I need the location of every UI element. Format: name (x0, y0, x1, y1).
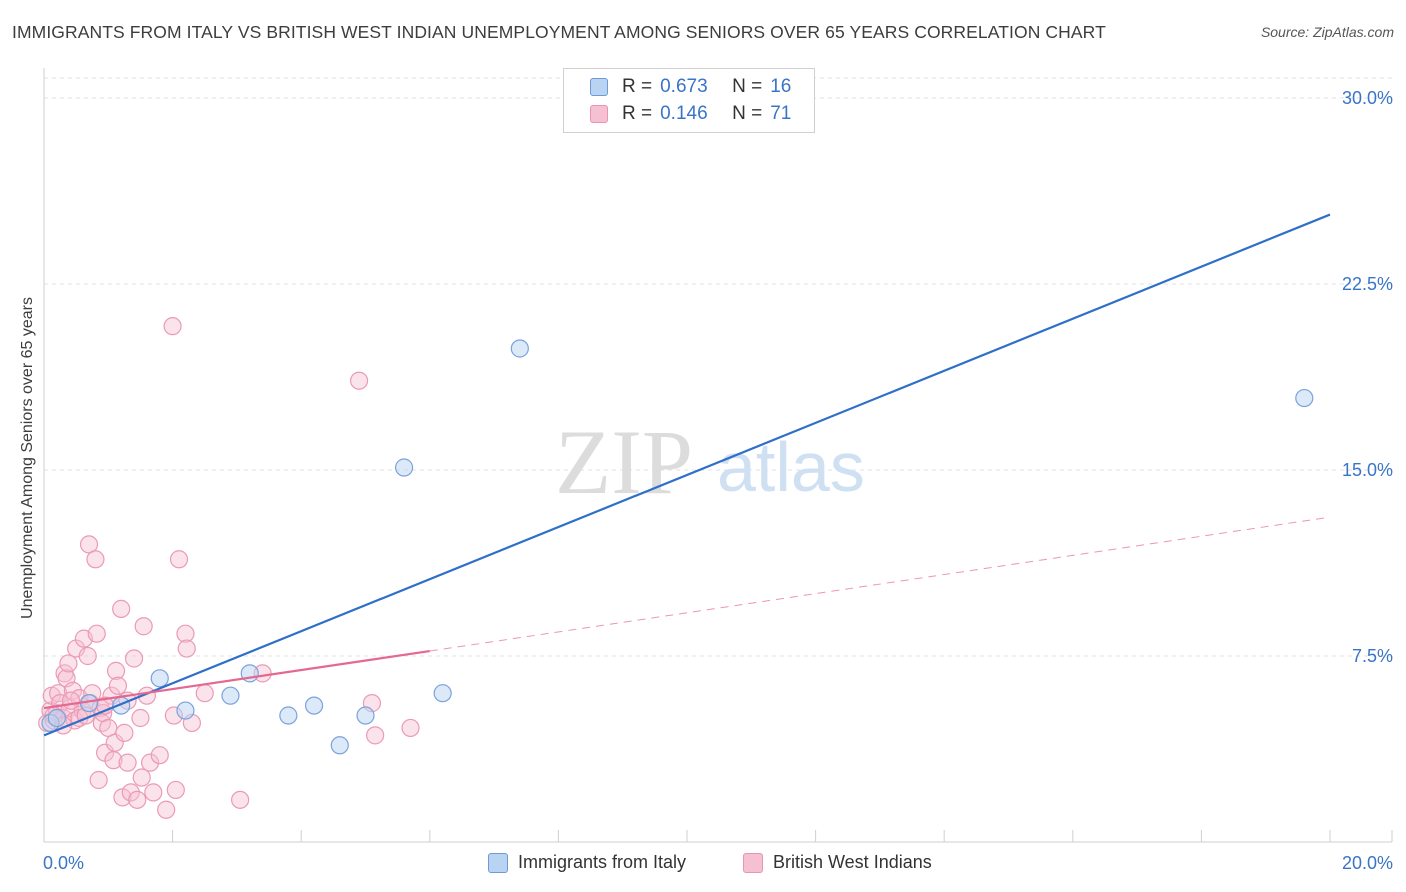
italy-point (279, 706, 298, 725)
italy-point (433, 684, 452, 703)
italy-point (1295, 388, 1314, 408)
legend-row-italy: R = 0.673 N = 16 (590, 76, 791, 98)
watermark: ZIP atlas (555, 411, 865, 513)
bwi-point (134, 617, 153, 636)
bwi-point (89, 770, 108, 790)
legend-r-value: 0.146 (660, 103, 708, 124)
italy-point (221, 686, 240, 705)
axes (43, 68, 1393, 843)
bwi-point (144, 783, 163, 802)
italy-point (394, 458, 414, 477)
bwi-point (401, 718, 420, 738)
bwi-point (176, 624, 195, 643)
legend-r-label: R = (622, 103, 653, 124)
y-tick-label: 22.5% (1342, 274, 1393, 294)
bwi-point (169, 550, 189, 569)
series-label-italy: Immigrants from Italy (518, 852, 687, 872)
bwi-point (157, 800, 176, 819)
watermark-zip: ZIP (555, 411, 693, 513)
source-label: Source: ZipAtlas.com (1260, 24, 1394, 40)
series-swatch-bwi (743, 852, 763, 873)
bwi-point (124, 649, 144, 668)
legend-swatch-bwi (590, 105, 608, 123)
bwi-point (231, 790, 250, 809)
watermark-atlas: atlas (717, 428, 865, 506)
italy-point (47, 708, 66, 728)
legend-n-label: N = (732, 103, 763, 124)
bwi-point (121, 783, 140, 802)
legend-r-label: R = (622, 76, 653, 97)
bwi-trend-extension (429, 516, 1331, 652)
grid-lines (44, 77, 1392, 657)
legend-n-value: 16 (770, 76, 792, 97)
bwi-point (86, 550, 105, 569)
bwi-point (118, 753, 137, 772)
legend-n-value: 71 (770, 103, 792, 124)
tick-labels: 7.5% 15.0% 22.5% 30.0% 0.0% 20.0% (43, 88, 1393, 873)
chart-title: IMMIGRANTS FROM ITALY VS BRITISH WEST IN… (12, 22, 1106, 42)
bwi-point (150, 746, 169, 765)
series-legend-italy[interactable]: Immigrants from Italy (488, 852, 686, 873)
italy-point (176, 701, 195, 720)
bwi-point (177, 639, 196, 658)
bwi-point (106, 661, 126, 680)
bwi-point (195, 684, 214, 703)
correlation-legend: R = 0.673 N = 16 R = 0.146 N = 71 (563, 68, 815, 133)
bwi-point (163, 317, 182, 336)
legend-n-label: N = (732, 76, 763, 97)
bwi-point (112, 599, 131, 618)
x-tick-label: 20.0% (1342, 853, 1393, 873)
italy-points (41, 339, 1314, 755)
y-tick-label: 15.0% (1342, 460, 1393, 480)
bwi-point (78, 646, 97, 666)
trend-lines (43, 213, 1331, 737)
y-tick-label: 7.5% (1352, 646, 1393, 666)
british-west-indians-points (38, 317, 420, 819)
bwi-trend-line (43, 649, 430, 710)
bwi-point (166, 780, 185, 800)
bwi-point (131, 708, 150, 728)
italy-point (330, 736, 349, 755)
series-swatch-italy (488, 852, 508, 873)
series-legend-bwi[interactable]: British West Indians (743, 852, 932, 873)
bwi-point (115, 723, 134, 742)
x-tick-label: 0.0% (43, 853, 84, 873)
bwi-point (128, 790, 147, 809)
bwi-point (105, 733, 124, 752)
bwi-point (132, 768, 151, 787)
italy-trend-line (43, 213, 1331, 737)
bwi-point (366, 726, 385, 745)
series-legend: Immigrants from Italy British West India… (0, 852, 1406, 876)
bwi-point (87, 624, 106, 643)
italy-point (150, 669, 169, 688)
bwi-point (349, 371, 369, 390)
italy-point (356, 706, 375, 725)
series-label-bwi: British West Indians (773, 852, 932, 872)
bwi-point (61, 691, 81, 710)
legend-swatch-italy (590, 78, 608, 96)
bwi-point (108, 676, 128, 695)
y-tick-label: 30.0% (1342, 88, 1393, 108)
italy-point (510, 339, 529, 358)
bwi-point (59, 654, 78, 673)
italy-point (304, 696, 324, 715)
bwi-point (140, 753, 160, 772)
legend-row-bwi: R = 0.146 N = 71 (590, 103, 791, 125)
legend-r-value: 0.673 (660, 76, 708, 97)
